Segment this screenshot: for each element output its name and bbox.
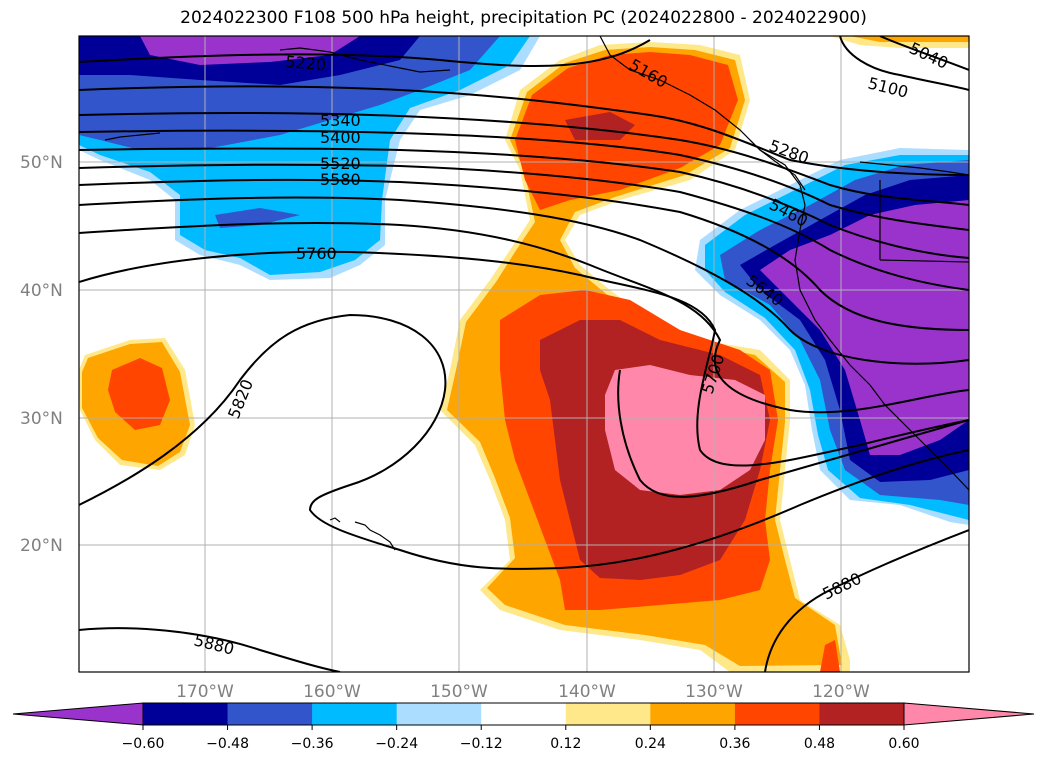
map-area: 5220 5340 5400 5520 5580 5760 5820 5880 … — [79, 36, 969, 672]
lon-label: 140°W — [558, 682, 616, 702]
colorbar: −0.60 −0.48 −0.36 −0.24 −0.12 0.12 0.24 0.36 0.4… — [12, 702, 1035, 752]
colorbar-segment — [396, 703, 482, 725]
colorbar-segment — [734, 703, 820, 725]
colorbar-segment — [650, 703, 736, 725]
colorbar-segment — [143, 703, 229, 725]
gridlines — [79, 36, 969, 672]
colorbar-segment — [312, 703, 398, 725]
colorbar-tick-label: 0.36 — [719, 736, 750, 752]
contour-label: 5400 — [320, 128, 361, 147]
lon-label: 120°W — [812, 682, 870, 702]
colorbar-tick-label: 0.12 — [550, 736, 581, 752]
colorbar-tick-label: 0.48 — [804, 736, 835, 752]
lat-label: 50°N — [20, 153, 63, 173]
contour-label: 5580 — [320, 170, 361, 189]
colorbar-tick-label: −0.24 — [375, 736, 418, 752]
lon-label: 130°W — [685, 682, 743, 702]
contour-label: 5340 — [320, 111, 361, 130]
colorbar-tick-label: −0.12 — [460, 736, 503, 752]
lat-label: 20°N — [20, 536, 63, 556]
colorbar-segment — [819, 703, 905, 725]
negative-anomaly-northwest — [79, 36, 540, 280]
contour-label: 5520 — [320, 154, 361, 173]
colorbar-segment — [481, 703, 567, 725]
lon-label: 170°W — [176, 682, 234, 702]
colorbar-tick-label: −0.36 — [291, 736, 334, 752]
colorbar-segment — [565, 703, 651, 725]
lon-label: 150°W — [430, 682, 488, 702]
negative-anomaly-east — [695, 148, 969, 525]
lat-label: 30°N — [20, 409, 63, 429]
contour-label: 5220 — [285, 52, 327, 74]
contour-label: 5760 — [296, 244, 337, 263]
colorbar-segment — [227, 703, 313, 725]
colorbar-extend-high — [904, 703, 1034, 725]
map-title: 2024022300 F108 500 hPa height, precipit… — [180, 8, 867, 28]
colorbar-tick-label: 0.60 — [888, 736, 919, 752]
colorbar-tick-label: −0.48 — [206, 736, 249, 752]
positive-anomaly-central — [79, 36, 969, 672]
map-frame — [78, 35, 970, 673]
height-contours — [79, 36, 969, 672]
colorbar-tick-label: 0.24 — [635, 736, 666, 752]
lat-label: 40°N — [20, 281, 63, 301]
lon-label: 160°W — [303, 682, 361, 702]
colorbar-extend-low — [13, 703, 143, 725]
colorbar-tick-label: −0.60 — [122, 736, 165, 752]
latitude-labels: 50°N 40°N 30°N 20°N — [20, 153, 63, 556]
longitude-labels: 170°W 160°W 150°W 140°W 130°W 120°W — [176, 682, 870, 702]
